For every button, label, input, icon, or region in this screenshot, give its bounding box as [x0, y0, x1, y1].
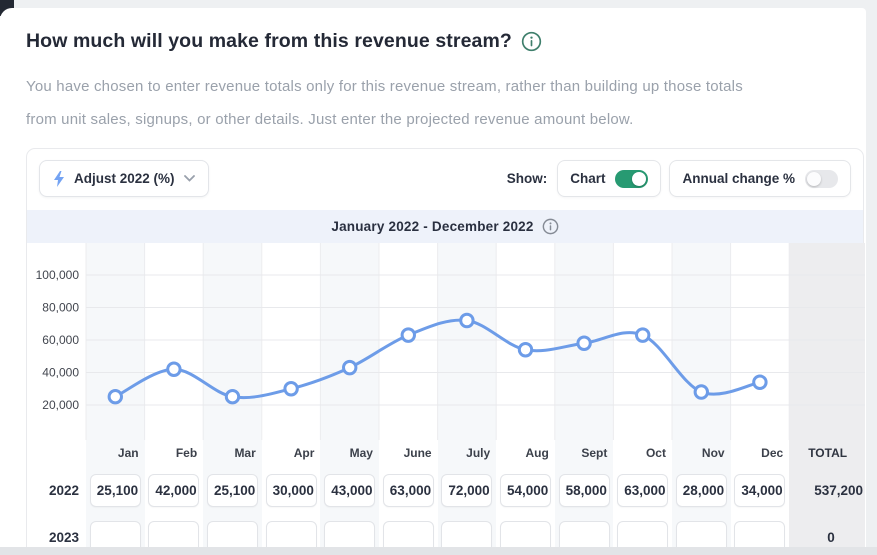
info-icon[interactable] — [521, 31, 542, 52]
revenue-input-2022-dec[interactable] — [734, 474, 786, 507]
total-column-header: TOTAL — [808, 446, 848, 460]
month-header-june: June — [403, 446, 432, 460]
chart-toggle-label: Chart — [570, 171, 606, 186]
chevron-down-icon — [183, 175, 195, 182]
chart-date-range-header: January 2022 - December 2022 — [27, 210, 863, 243]
toggle-knob — [632, 171, 647, 186]
revenue-input-2023-feb[interactable] — [148, 521, 200, 547]
revenue-input-2022-mar[interactable] — [207, 474, 258, 507]
data-point-marker[interactable] — [752, 374, 768, 390]
annual-change-toggle-label: Annual change % — [682, 171, 795, 186]
data-point-marker[interactable] — [342, 359, 358, 376]
revenue-input-2023-june[interactable] — [382, 521, 434, 547]
month-header-may: May — [349, 446, 373, 460]
data-point-marker[interactable] — [517, 342, 534, 358]
data-point-marker[interactable] — [459, 312, 475, 329]
revenue-input-2022-apr[interactable] — [265, 474, 317, 507]
revenue-input-2023-sept[interactable] — [558, 521, 610, 547]
revenue-input-2022-sept[interactable] — [558, 474, 610, 507]
chart-toggle-control[interactable]: Chart — [557, 160, 662, 197]
revenue-input-2023-jan[interactable] — [89, 521, 141, 547]
description-line: from unit sales, signups, or other detai… — [26, 111, 634, 128]
revenue-input-2023-nov[interactable] — [675, 521, 727, 547]
data-point-marker[interactable] — [224, 389, 241, 405]
row-year-label: 2023 — [48, 530, 79, 545]
revenue-input-2022-jan[interactable] — [89, 474, 141, 507]
revenue-input-2023-july[interactable] — [441, 521, 493, 547]
month-header-apr: Apr — [293, 446, 315, 460]
revenue-input-2022-feb[interactable] — [148, 474, 200, 507]
revenue-stream-card: How much will you make from this revenue… — [0, 8, 866, 547]
revenue-row-2022: 2022 537,200 — [27, 467, 863, 514]
y-axis-tick-label: 60,000 — [42, 333, 79, 347]
revenue-line-chart: 20,000 40,000 60,000 80,000 100,000 — [27, 243, 865, 440]
lightning-bolt-icon — [53, 170, 65, 187]
toggle-knob — [807, 171, 821, 186]
month-header-july: July — [466, 446, 491, 460]
total-column-band — [789, 243, 865, 547]
y-axis-tick-label: 100,000 — [36, 268, 80, 282]
chart-toggle-switch[interactable] — [615, 169, 649, 188]
month-header-sept: Sept — [581, 446, 608, 460]
month-header-mar: Mar — [234, 446, 256, 460]
page-background-strip — [0, 547, 877, 555]
adjust-year-label: Adjust 2022 (%) — [74, 171, 175, 186]
data-point-marker[interactable] — [400, 327, 416, 343]
revenue-input-2022-may[interactable] — [324, 474, 376, 507]
show-label: Show: — [506, 171, 548, 186]
month-header-aug: Aug — [525, 446, 549, 460]
revenue-input-2023-apr[interactable] — [265, 521, 317, 547]
adjust-year-button[interactable]: Adjust 2022 (%) — [39, 160, 209, 197]
page-title-row: How much will you make from this revenue… — [26, 30, 542, 53]
revenue-input-2023-oct[interactable] — [617, 521, 669, 547]
month-header-oct: Oct — [645, 446, 666, 460]
y-axis-tick-label: 80,000 — [42, 301, 79, 315]
revenue-input-2022-aug[interactable] — [500, 474, 551, 507]
revenue-input-2023-may[interactable] — [324, 521, 376, 547]
panel-toolbar: Adjust 2022 (%) Show: Chart Annual chang… — [27, 149, 863, 210]
y-axis-tick-label: 40,000 — [42, 366, 79, 380]
data-point-marker[interactable] — [576, 335, 592, 351]
y-axis-tick-label: 20,000 — [42, 398, 79, 412]
row-total: 537,200 — [814, 483, 863, 498]
data-point-marker[interactable] — [693, 384, 709, 400]
data-point-marker[interactable] — [107, 389, 124, 405]
month-header-dec: Dec — [761, 446, 784, 460]
chart-date-range-label: January 2022 - December 2022 — [331, 219, 534, 234]
description-line: You have chosen to enter revenue totals … — [26, 78, 743, 95]
revenue-input-2023-dec[interactable] — [734, 521, 786, 547]
revenue-input-2023-mar[interactable] — [207, 521, 258, 547]
annual-change-toggle-control[interactable]: Annual change % — [669, 160, 851, 197]
row-year-label: 2022 — [48, 483, 79, 498]
month-header-jan: Jan — [117, 446, 139, 460]
annual-change-toggle-switch[interactable] — [805, 169, 838, 188]
show-controls: Show: Chart Annual change % — [507, 160, 851, 197]
revenue-line — [113, 318, 762, 400]
revenue-input-2022-july[interactable] — [441, 474, 493, 507]
revenue-input-2022-june[interactable] — [382, 474, 434, 507]
revenue-input-2023-aug[interactable] — [500, 521, 551, 547]
data-point-marker[interactable] — [283, 381, 299, 397]
revenue-row-2023: 2023 0 — [27, 514, 863, 547]
info-icon[interactable] — [542, 218, 559, 235]
row-total: 0 — [827, 530, 835, 545]
month-header-nov: Nov — [701, 446, 725, 460]
revenue-input-2022-nov[interactable] — [675, 474, 727, 507]
revenue-panel: Adjust 2022 (%) Show: Chart Annual chang… — [26, 148, 865, 547]
data-point-marker[interactable] — [166, 361, 182, 377]
data-point-marker[interactable] — [635, 327, 651, 343]
month-header-row: Jan Feb Mar Apr May June July Aug Sept Oct Nov Dec T… — [27, 440, 863, 467]
page-description: You have chosen to enter revenue totals … — [26, 70, 841, 136]
page-title: How much will you make from this revenue… — [26, 30, 512, 52]
month-header-feb: Feb — [175, 446, 198, 460]
revenue-input-2022-oct[interactable] — [617, 474, 669, 507]
